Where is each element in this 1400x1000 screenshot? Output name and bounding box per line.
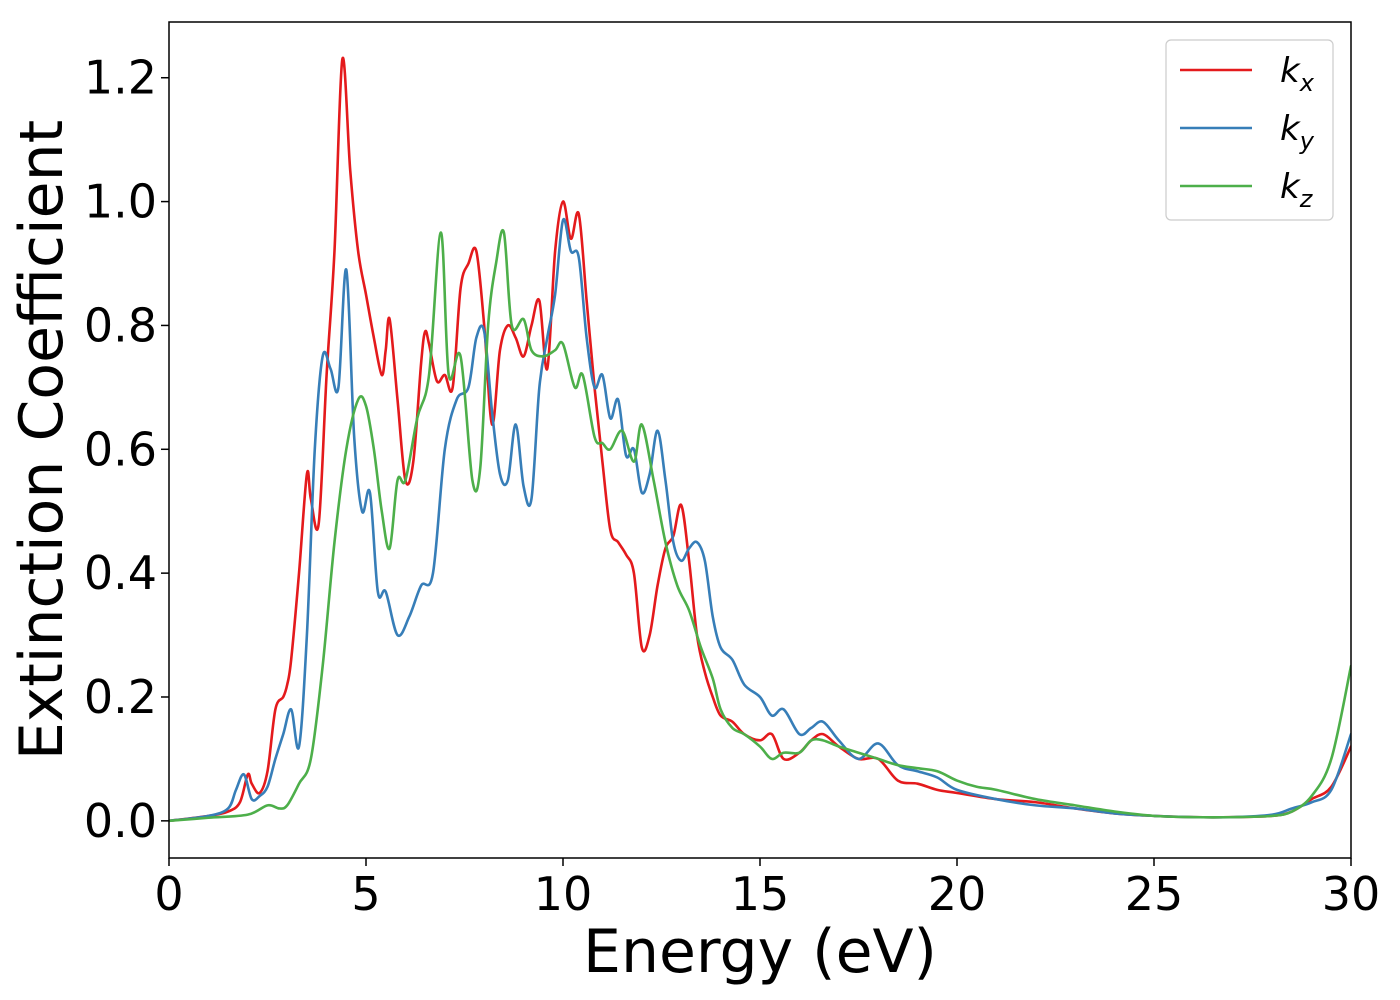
y-tick-label: 0.0 xyxy=(84,794,157,848)
y-tick-label: 0.2 xyxy=(84,670,157,724)
legend-label-base: k xyxy=(1280,51,1301,91)
y-tick-label: 0.6 xyxy=(84,422,157,476)
y-tick-label: 1.2 xyxy=(84,51,157,105)
legend-label-z: kz xyxy=(1280,167,1314,213)
y-tick-label: 0.4 xyxy=(84,546,157,600)
x-tick-label: 10 xyxy=(534,867,593,921)
legend-label-subscript: y xyxy=(1299,127,1315,155)
series-line-y xyxy=(169,217,1351,823)
x-tick-label: 0 xyxy=(154,867,183,921)
legend-label-y: ky xyxy=(1280,109,1315,155)
legend-label-subscript: z xyxy=(1299,185,1314,213)
series-line-x xyxy=(169,56,1351,823)
series-layer xyxy=(169,56,1351,823)
x-axis: 0 5 10 15 20 25 30 xyxy=(154,858,1380,921)
x-tick-label: 5 xyxy=(351,867,380,921)
x-axis-title: Energy (eV) xyxy=(583,917,937,987)
x-tick-label: 25 xyxy=(1125,867,1184,921)
legend-label-x: kx xyxy=(1280,51,1315,97)
legend-frame xyxy=(1165,39,1334,221)
x-tick-label: 20 xyxy=(928,867,987,921)
legend-label-subscript: x xyxy=(1299,69,1315,97)
x-tick-label: 30 xyxy=(1322,867,1381,921)
y-axis-title: Extinction Coefficient xyxy=(7,120,77,760)
legend-label-base: k xyxy=(1280,167,1301,207)
x-tick-label: 15 xyxy=(731,867,790,921)
series-line-z xyxy=(169,228,1351,823)
y-tick-label: 1.0 xyxy=(84,175,157,229)
y-tick-label: 0.8 xyxy=(84,298,157,352)
y-axis: 0.0 0.2 0.4 0.6 0.8 1.0 1.2 xyxy=(84,51,169,848)
legend-label-base: k xyxy=(1280,109,1301,149)
